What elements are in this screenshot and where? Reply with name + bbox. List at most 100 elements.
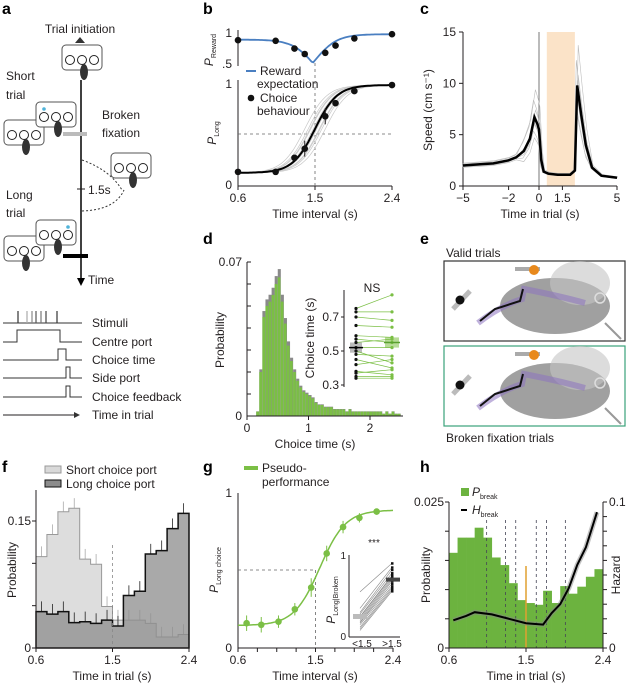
paired-line bbox=[359, 562, 393, 593]
histogram-bar bbox=[259, 372, 262, 416]
histogram-bar bbox=[348, 409, 352, 416]
histogram-bar bbox=[286, 345, 290, 416]
rat-icon bbox=[54, 239, 62, 255]
y-tick-label: 0 bbox=[24, 641, 31, 655]
x-tick-label: 5 bbox=[614, 191, 621, 205]
broken-fixation-label: fixation bbox=[102, 126, 140, 140]
right-y-tick-label: 0.1 bbox=[609, 495, 626, 509]
legend-pbreak-swatch bbox=[461, 488, 469, 496]
choice-point bbox=[332, 99, 339, 107]
probability-bar bbox=[500, 565, 510, 648]
x-tick-label: 0 bbox=[536, 191, 543, 205]
paired-line bbox=[355, 369, 393, 374]
port-icon bbox=[31, 246, 41, 256]
trace-label-3: Side port bbox=[92, 371, 141, 385]
port-icon bbox=[77, 55, 87, 65]
rat-icon bbox=[129, 172, 137, 188]
probability-bar bbox=[577, 586, 587, 648]
inset-y-axis-label: PLong|Broken bbox=[324, 576, 340, 624]
right-port-icon bbox=[594, 377, 606, 389]
probability-bar bbox=[491, 557, 501, 648]
port-icon bbox=[138, 163, 148, 173]
reward-point bbox=[272, 37, 279, 45]
paired-line bbox=[355, 316, 393, 321]
mean-speed-trace bbox=[462, 85, 618, 180]
x-tick-label: 2.4 bbox=[181, 653, 198, 667]
significance-label: NS bbox=[364, 281, 381, 295]
y-tick-label: 1 bbox=[225, 77, 232, 91]
histogram-bar bbox=[262, 317, 266, 416]
y-tick-label: 0 bbox=[225, 641, 232, 655]
trajectory-band bbox=[476, 285, 586, 326]
panel-letter-f: f bbox=[2, 459, 8, 476]
x-tick-label: 2.4 bbox=[595, 653, 612, 667]
short-point bbox=[354, 337, 358, 341]
above-point bbox=[391, 568, 394, 572]
long-point bbox=[390, 337, 394, 341]
left-port-icon bbox=[455, 295, 465, 305]
y-tick-label: .5 bbox=[222, 57, 232, 71]
legend-label: Pseudo- bbox=[262, 461, 307, 475]
x-tick-label: 1.5 bbox=[518, 653, 535, 667]
histogram-bar bbox=[333, 409, 336, 416]
inset-y-tick-label: 1 bbox=[340, 551, 346, 562]
y-tick-label: 5 bbox=[449, 128, 456, 142]
axis-label-subscript: Long|Broken bbox=[333, 576, 340, 616]
short-point bbox=[354, 334, 358, 338]
axis-label-subscript: Reward bbox=[211, 34, 218, 58]
paired-line bbox=[355, 338, 393, 343]
histogram-bar bbox=[357, 411, 361, 416]
above-point bbox=[391, 586, 394, 590]
histogram-bar bbox=[373, 411, 376, 416]
port-icon bbox=[65, 55, 75, 65]
data-point bbox=[339, 523, 347, 531]
legend-subscript: break bbox=[480, 494, 498, 501]
y-axis-label: PLong choice bbox=[207, 547, 223, 593]
long-point bbox=[390, 368, 394, 372]
x-tick-label: 1.5 bbox=[554, 191, 571, 205]
paired-line bbox=[359, 567, 393, 609]
long-point bbox=[390, 357, 394, 362]
port-icon bbox=[39, 230, 49, 240]
histogram-bar bbox=[277, 277, 281, 416]
y-axis-label: Probability bbox=[213, 312, 227, 368]
histogram-bar bbox=[314, 402, 318, 416]
probability-bar bbox=[568, 593, 578, 648]
hazard-line bbox=[452, 511, 598, 626]
legend-reward-label: expectation bbox=[257, 77, 318, 91]
histogram-bar bbox=[265, 306, 269, 416]
data-point bbox=[307, 584, 315, 591]
x-tick-label: 0.6 bbox=[28, 653, 45, 667]
short-point bbox=[354, 371, 358, 375]
paired-line bbox=[359, 576, 393, 618]
probability-bar bbox=[483, 537, 493, 648]
long-point bbox=[390, 310, 394, 314]
histogram-bar bbox=[370, 411, 373, 416]
histogram-bar bbox=[283, 323, 287, 416]
port-icon bbox=[63, 230, 73, 240]
short-point bbox=[354, 376, 358, 380]
panel-letter-a: a bbox=[2, 1, 11, 18]
paired-line bbox=[355, 359, 393, 369]
short-point bbox=[354, 340, 358, 345]
long-trial-label: trial bbox=[6, 206, 25, 220]
data-point bbox=[323, 550, 330, 557]
histogram-bar bbox=[305, 394, 309, 416]
legend-swatch bbox=[44, 479, 62, 488]
short-trial-label: trial bbox=[6, 88, 25, 102]
paired-line bbox=[359, 569, 393, 613]
valid-trials-label: Valid trials bbox=[446, 246, 500, 260]
arrow-head-icon bbox=[74, 412, 80, 418]
port-icon bbox=[126, 163, 136, 173]
centre-port-light-icon bbox=[529, 265, 539, 275]
x-axis-label: Time interval (s) bbox=[272, 207, 358, 221]
paired-line bbox=[359, 590, 393, 631]
y-axis-label: Probability bbox=[5, 542, 19, 598]
trial-speed-trace bbox=[463, 45, 618, 178]
data-point bbox=[257, 621, 265, 629]
histogram-bar bbox=[274, 284, 278, 416]
histogram-bar bbox=[397, 413, 401, 416]
probability-bar bbox=[585, 576, 595, 648]
port-icon bbox=[31, 130, 41, 140]
paired-line bbox=[359, 577, 393, 620]
